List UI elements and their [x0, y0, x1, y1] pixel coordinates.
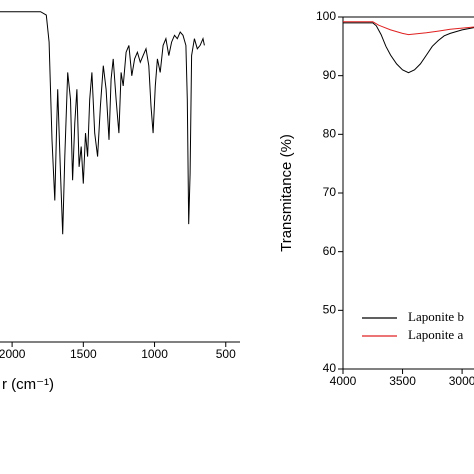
- x-tick-label: 3000: [449, 374, 474, 388]
- y-tick-label: 40: [323, 361, 337, 375]
- x-tick-label: 1000: [141, 347, 168, 361]
- spectrum-line: [0, 11, 205, 235]
- y-tick-label: 50: [323, 303, 337, 317]
- y-tick-label: 90: [323, 68, 337, 82]
- y-tick-label: 100: [316, 9, 336, 23]
- spectrum-line: [343, 22, 474, 74]
- x-tick-label: 3500: [389, 374, 416, 388]
- y-tick-label: 60: [323, 244, 337, 258]
- y-tick-label: 80: [323, 127, 337, 141]
- legend-label: Laponite b: [408, 309, 464, 324]
- x-tick-label: 500: [216, 347, 236, 361]
- x-tick-label: 1500: [70, 347, 97, 361]
- y-axis-label: Transmitance (%): [278, 134, 295, 252]
- spectrum-line: [343, 21, 474, 36]
- x-axis-label: r (cm⁻¹): [2, 376, 54, 393]
- x-tick-label: 4000: [330, 374, 357, 388]
- y-tick-label: 70: [323, 185, 337, 199]
- legend-label: Laponite a: [408, 327, 463, 342]
- x-tick-label: 2000: [0, 347, 26, 361]
